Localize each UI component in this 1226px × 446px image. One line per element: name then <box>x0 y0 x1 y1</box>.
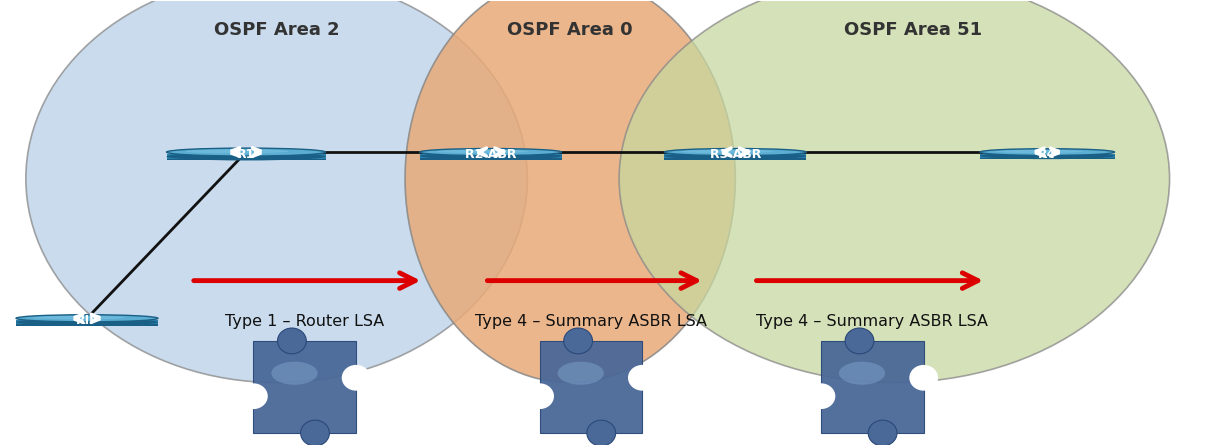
FancyBboxPatch shape <box>167 154 326 161</box>
Text: R3 ABR: R3 ABR <box>710 148 761 161</box>
Ellipse shape <box>996 150 1083 153</box>
Text: R2 ABR: R2 ABR <box>465 148 516 161</box>
Ellipse shape <box>419 149 562 156</box>
Ellipse shape <box>587 420 615 446</box>
Ellipse shape <box>239 383 267 409</box>
Text: Type 4 – Summary ASBR LSA: Type 4 – Summary ASBR LSA <box>756 314 988 329</box>
Ellipse shape <box>845 328 874 354</box>
Text: OSPF Area 0: OSPF Area 0 <box>508 21 633 39</box>
Ellipse shape <box>271 362 318 385</box>
Ellipse shape <box>185 149 288 153</box>
FancyBboxPatch shape <box>419 158 562 160</box>
Ellipse shape <box>839 362 885 385</box>
Ellipse shape <box>619 0 1170 383</box>
Ellipse shape <box>167 148 326 156</box>
Ellipse shape <box>436 150 528 153</box>
FancyBboxPatch shape <box>16 320 158 326</box>
Ellipse shape <box>664 153 807 160</box>
FancyBboxPatch shape <box>664 158 807 160</box>
Ellipse shape <box>525 383 554 409</box>
FancyBboxPatch shape <box>821 341 923 433</box>
Text: OSPF Area 51: OSPF Area 51 <box>843 21 982 39</box>
Ellipse shape <box>807 383 835 409</box>
Text: RIP: RIP <box>75 314 98 327</box>
FancyBboxPatch shape <box>167 159 326 161</box>
Ellipse shape <box>419 153 562 160</box>
FancyBboxPatch shape <box>539 341 642 433</box>
Text: R1: R1 <box>237 148 255 161</box>
Ellipse shape <box>910 365 938 391</box>
FancyBboxPatch shape <box>664 154 807 160</box>
Ellipse shape <box>980 153 1114 159</box>
Ellipse shape <box>558 362 604 385</box>
FancyBboxPatch shape <box>980 158 1114 159</box>
Ellipse shape <box>16 315 158 322</box>
FancyBboxPatch shape <box>16 324 158 326</box>
Ellipse shape <box>680 150 772 153</box>
Ellipse shape <box>26 0 527 383</box>
Ellipse shape <box>664 149 807 156</box>
Ellipse shape <box>342 365 370 391</box>
Ellipse shape <box>980 149 1114 156</box>
Ellipse shape <box>405 0 736 383</box>
Text: Type 1 – Router LSA: Type 1 – Router LSA <box>226 314 385 329</box>
Text: Type 4 – Summary ASBR LSA: Type 4 – Summary ASBR LSA <box>474 314 707 329</box>
Ellipse shape <box>277 328 306 354</box>
FancyBboxPatch shape <box>254 341 356 433</box>
Ellipse shape <box>32 316 125 319</box>
Ellipse shape <box>167 153 326 161</box>
Ellipse shape <box>628 365 657 391</box>
FancyBboxPatch shape <box>419 154 562 160</box>
Ellipse shape <box>868 420 897 446</box>
Ellipse shape <box>300 420 330 446</box>
Text: OSPF Area 2: OSPF Area 2 <box>213 21 340 39</box>
Text: R4: R4 <box>1038 148 1057 161</box>
FancyBboxPatch shape <box>980 154 1114 159</box>
Ellipse shape <box>564 328 592 354</box>
Ellipse shape <box>16 318 158 326</box>
